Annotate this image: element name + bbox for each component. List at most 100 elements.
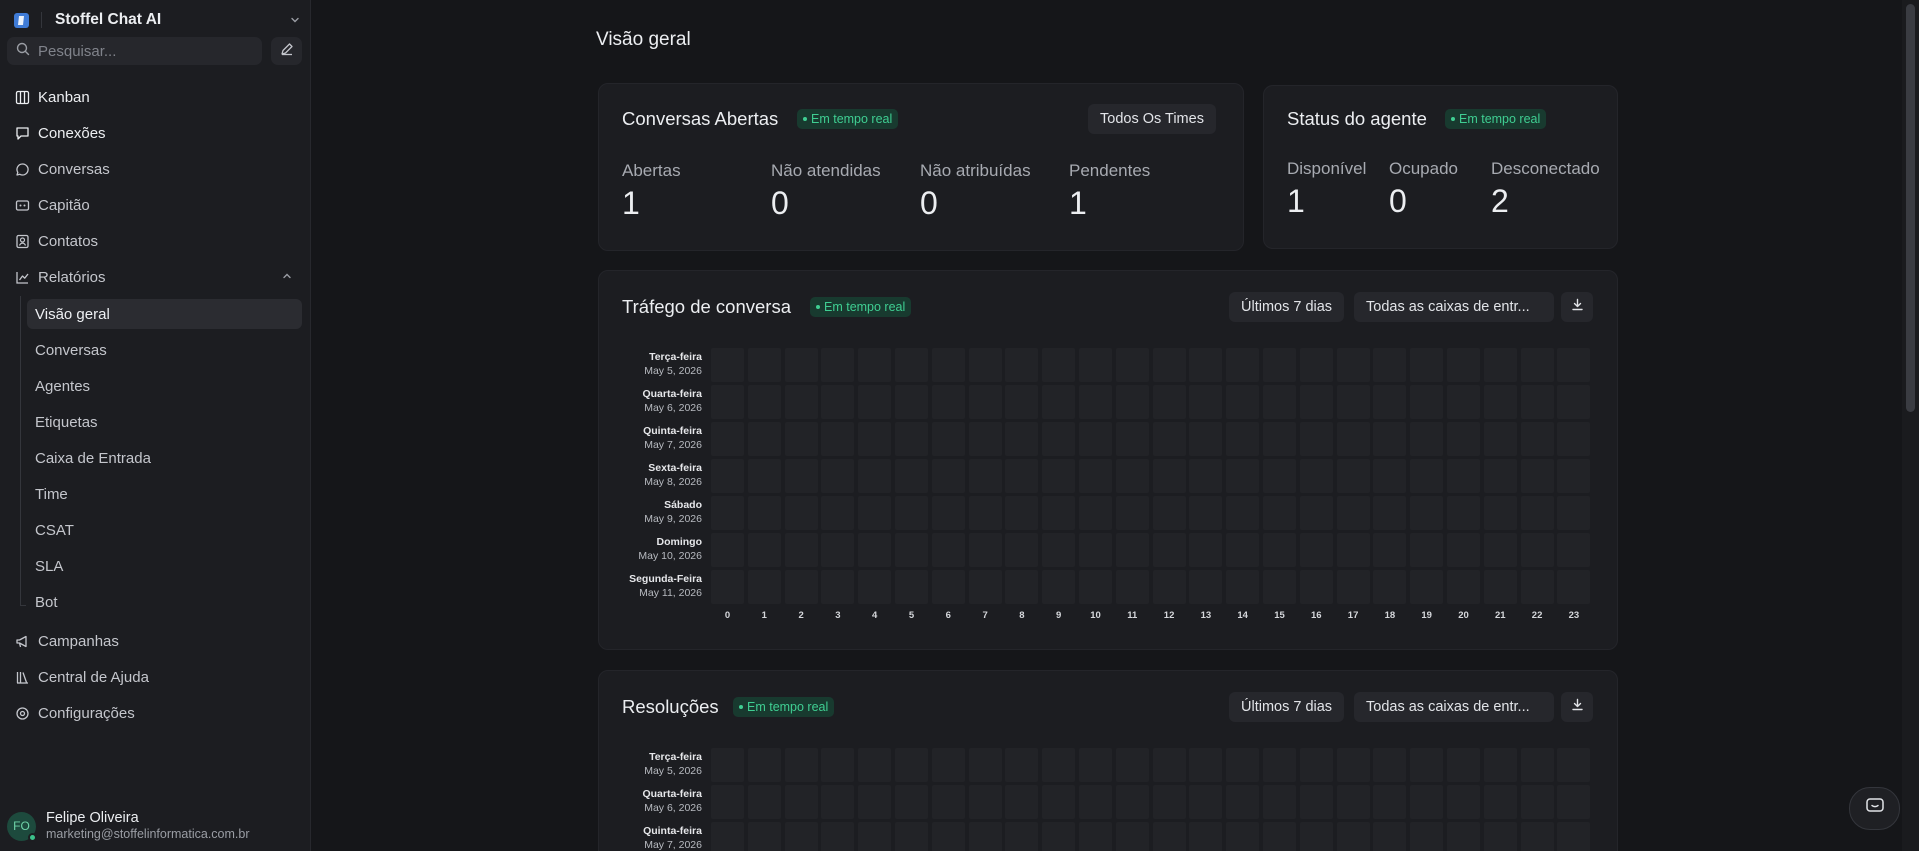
heatmap-cell[interactable] [711, 748, 744, 782]
heatmap-cell[interactable] [747, 748, 781, 782]
heatmap-cell[interactable] [1447, 496, 1480, 530]
heatmap-cell[interactable] [1005, 785, 1039, 819]
heatmap-cell[interactable] [1557, 533, 1591, 567]
chevron-down-icon[interactable] [286, 11, 304, 29]
heatmap-cell[interactable] [1410, 570, 1444, 604]
heatmap-cell[interactable] [1520, 570, 1554, 604]
heatmap-cell[interactable] [1557, 785, 1591, 819]
heatmap-cell[interactable] [1557, 570, 1591, 604]
heatmap-cell[interactable] [1520, 748, 1554, 782]
heatmap-cell[interactable] [1373, 748, 1407, 782]
heatmap-cell[interactable] [1336, 570, 1370, 604]
heatmap-cell[interactable] [821, 422, 855, 456]
heatmap-cell[interactable] [1520, 533, 1554, 567]
heatmap-cell[interactable] [821, 785, 855, 819]
inbox-filter-select[interactable]: Todas as caixas de entr... [1354, 692, 1554, 722]
heatmap-cell[interactable] [1152, 459, 1186, 493]
heatmap-cell[interactable] [1299, 533, 1333, 567]
scrollbar-thumb[interactable] [1906, 4, 1915, 412]
heatmap-cell[interactable] [1336, 822, 1370, 851]
heatmap-cell[interactable] [1226, 385, 1260, 419]
heatmap-cell[interactable] [1115, 348, 1149, 382]
heatmap-cell[interactable] [1520, 822, 1554, 851]
heatmap-cell[interactable] [968, 785, 1002, 819]
heatmap-cell[interactable] [784, 385, 818, 419]
heatmap-cell[interactable] [1042, 385, 1076, 419]
heatmap-cell[interactable] [1299, 748, 1333, 782]
heatmap-cell[interactable] [1373, 822, 1407, 851]
heatmap-cell[interactable] [1115, 533, 1149, 567]
heatmap-cell[interactable] [784, 459, 818, 493]
heatmap-cell[interactable] [1079, 822, 1112, 851]
heatmap-cell[interactable] [711, 459, 744, 493]
heatmap-cell[interactable] [1520, 459, 1554, 493]
heatmap-cell[interactable] [858, 496, 892, 530]
heatmap-cell[interactable] [821, 570, 855, 604]
heatmap-cell[interactable] [1152, 533, 1186, 567]
sidebar-subitem-time[interactable]: Time [35, 485, 68, 503]
heatmap-cell[interactable] [1189, 422, 1223, 456]
download-button[interactable] [1561, 292, 1593, 322]
heatmap-cell[interactable] [1299, 385, 1333, 419]
heatmap-cell[interactable] [968, 422, 1002, 456]
heatmap-cell[interactable] [968, 748, 1002, 782]
sidebar-item-kanban[interactable]: Kanban [7, 82, 302, 112]
heatmap-cell[interactable] [1115, 822, 1149, 851]
heatmap-cell[interactable] [1226, 822, 1260, 851]
sidebar-item-conversas[interactable]: Conversas [7, 154, 302, 184]
heatmap-cell[interactable] [821, 822, 855, 851]
heatmap-cell[interactable] [1005, 748, 1039, 782]
heatmap-cell[interactable] [1226, 459, 1260, 493]
heatmap-cell[interactable] [1189, 533, 1223, 567]
page-scrollbar[interactable] [1902, 0, 1919, 851]
sidebar-subitem-csat[interactable]: CSAT [35, 521, 74, 539]
heatmap-cell[interactable] [1005, 459, 1039, 493]
heatmap-cell[interactable] [1483, 496, 1517, 530]
heatmap-cell[interactable] [1226, 748, 1260, 782]
heatmap-cell[interactable] [1042, 459, 1076, 493]
heatmap-cell[interactable] [931, 385, 965, 419]
heatmap-cell[interactable] [931, 570, 965, 604]
heatmap-cell[interactable] [1557, 748, 1591, 782]
heatmap-cell[interactable] [1410, 348, 1444, 382]
heatmap-cell[interactable] [895, 385, 928, 419]
search-input[interactable] [38, 42, 248, 60]
heatmap-cell[interactable] [968, 533, 1002, 567]
heatmap-cell[interactable] [1373, 348, 1407, 382]
heatmap-cell[interactable] [1189, 785, 1223, 819]
heatmap-cell[interactable] [1373, 459, 1407, 493]
heatmap-cell[interactable] [1115, 785, 1149, 819]
sidebar-item-contatos[interactable]: Contatos [7, 226, 302, 256]
heatmap-cell[interactable] [1005, 496, 1039, 530]
heatmap-cell[interactable] [1042, 496, 1076, 530]
account-switcher[interactable]: Stoffel Chat AI [14, 6, 304, 34]
heatmap-cell[interactable] [931, 785, 965, 819]
heatmap-cell[interactable] [1042, 748, 1076, 782]
heatmap-cell[interactable] [931, 533, 965, 567]
heatmap-cell[interactable] [931, 348, 965, 382]
heatmap-cell[interactable] [968, 348, 1002, 382]
chat-widget-button[interactable] [1849, 787, 1900, 830]
heatmap-cell[interactable] [1373, 422, 1407, 456]
heatmap-cell[interactable] [1263, 748, 1296, 782]
heatmap-cell[interactable] [1005, 348, 1039, 382]
heatmap-cell[interactable] [1299, 570, 1333, 604]
date-range-select[interactable]: Últimos 7 dias [1229, 692, 1345, 722]
heatmap-cell[interactable] [1005, 533, 1039, 567]
heatmap-cell[interactable] [784, 570, 818, 604]
heatmap-cell[interactable] [858, 822, 892, 851]
heatmap-cell[interactable] [1263, 785, 1296, 819]
sidebar-subitem-visao-geral[interactable]: Visão geral [27, 299, 302, 329]
heatmap-cell[interactable] [1520, 785, 1554, 819]
heatmap-cell[interactable] [931, 459, 965, 493]
heatmap-cell[interactable] [931, 822, 965, 851]
heatmap-cell[interactable] [821, 348, 855, 382]
search-box[interactable] [7, 37, 262, 65]
heatmap-cell[interactable] [1299, 822, 1333, 851]
heatmap-cell[interactable] [1115, 422, 1149, 456]
heatmap-cell[interactable] [1263, 496, 1296, 530]
heatmap-cell[interactable] [1447, 533, 1480, 567]
sidebar-subitem-etiquetas[interactable]: Etiquetas [35, 413, 98, 431]
heatmap-cell[interactable] [1373, 785, 1407, 819]
heatmap-cell[interactable] [1152, 785, 1186, 819]
